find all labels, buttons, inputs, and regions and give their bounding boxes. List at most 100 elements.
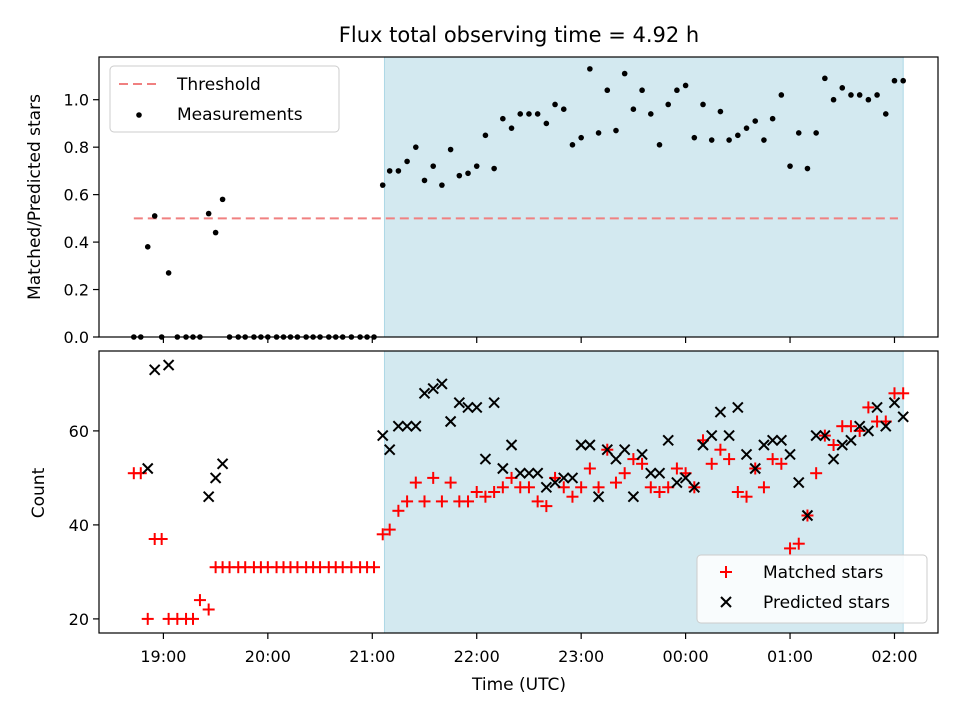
- measurement-point: [526, 111, 532, 117]
- x-axis-label: Time (UTC): [471, 675, 566, 695]
- measurement-point: [508, 125, 515, 131]
- measurement-point: [430, 163, 437, 169]
- measurement-point: [621, 70, 628, 77]
- predicted-star-point: [505, 439, 518, 451]
- matched-star-point: [731, 486, 744, 498]
- measurement-point: [165, 270, 172, 276]
- measurement-point: [674, 87, 680, 94]
- matched-star-point: [844, 420, 857, 433]
- predicted-star-point: [383, 443, 396, 456]
- predicted-star-point: [871, 401, 883, 414]
- measurement-point: [717, 108, 724, 115]
- x-tick-label: 19:00: [140, 647, 186, 666]
- predicted-star-point: [436, 378, 448, 390]
- predicted-star-point: [862, 425, 875, 437]
- predicted-star-point: [880, 420, 892, 432]
- y-tick-label: 60: [69, 422, 89, 441]
- predicted-star-point: [531, 467, 544, 479]
- x-tick-label: 21:00: [349, 647, 395, 666]
- measurement-point: [395, 168, 402, 174]
- measurement-point: [630, 106, 637, 113]
- measurement-point: [830, 96, 837, 103]
- matched-star-point: [435, 495, 448, 508]
- predicted-star-point: [706, 429, 718, 442]
- predicted-star-point: [714, 406, 727, 418]
- measurement-point: [839, 85, 846, 91]
- measurement-point: [848, 92, 854, 98]
- predicted-star-point: [427, 382, 439, 395]
- measurement-point: [212, 229, 219, 236]
- predicted-star-point: [488, 396, 500, 409]
- matched-star-point: [670, 462, 683, 475]
- measurement-point: [752, 118, 759, 124]
- measurement-point: [482, 132, 489, 139]
- measurement-point: [787, 163, 793, 169]
- measurement-point: [804, 165, 811, 172]
- matched-star-point: [757, 481, 770, 494]
- measurement-point: [882, 111, 889, 117]
- x-tick-label: 00:00: [663, 647, 709, 666]
- predicted-star-point: [653, 467, 666, 479]
- measurement-point: [856, 92, 863, 98]
- matched-star-point: [462, 495, 475, 508]
- predicted-star-point: [775, 434, 788, 447]
- matched-star-point: [740, 490, 753, 503]
- matched-star-point: [575, 481, 588, 494]
- matched-star-point: [392, 504, 405, 517]
- predicted-star-point: [142, 462, 154, 475]
- predicted-star-point: [610, 453, 622, 465]
- measurement-point: [205, 210, 212, 217]
- x-tick-label: 22:00: [454, 647, 500, 666]
- measurement-point: [891, 77, 898, 84]
- top-plot-frame: [98, 56, 939, 338]
- predicted-star-point: [697, 439, 709, 451]
- measurement-point: [578, 134, 584, 141]
- measurement-point: [151, 213, 158, 219]
- measurement-point: [639, 87, 645, 94]
- predicted-star-point: [566, 472, 579, 484]
- predicted-star-point: [888, 396, 901, 409]
- bottom-panel: 20 40 60 19:00 20:00 21:00 22:00 23:00 00:00 01:…: [29, 350, 939, 695]
- top-shaded-region: [383, 56, 904, 338]
- matched-star-point: [810, 467, 823, 480]
- matched-star-point: [784, 542, 797, 555]
- y-tick-label: 20: [69, 610, 89, 629]
- predicted-star-point: [453, 396, 466, 409]
- predicted-star-point: [549, 476, 561, 489]
- matched-star-point: [383, 523, 396, 536]
- matched-star-point: [531, 495, 544, 508]
- top-legend: Threshold Measurements: [109, 65, 340, 133]
- legend-matched-label: Matched stars: [763, 563, 883, 583]
- top-y-axis-label: Matched/Predicted stars: [25, 94, 45, 300]
- x-tick-label: 01:00: [767, 647, 813, 666]
- matched-star-point: [470, 486, 483, 498]
- matched-star-point: [202, 603, 215, 616]
- measurement-point: [534, 111, 541, 117]
- measurement-point: [735, 132, 741, 139]
- predicted-star-point: [377, 429, 389, 442]
- top-x-axis-ticks: [162, 337, 896, 343]
- matched-star-point: [714, 443, 727, 456]
- measurement-point: [404, 158, 410, 165]
- predicted-star-point: [392, 420, 405, 432]
- bottom-legend: Matched stars Predicted stars: [696, 554, 928, 624]
- matched-star-point: [522, 481, 535, 494]
- legend-measurements-swatch: [136, 112, 142, 118]
- predicted-star-point: [801, 509, 814, 522]
- measurement-point: [822, 75, 828, 82]
- measurement-point: [900, 77, 906, 84]
- matched-star-point: [653, 486, 666, 498]
- x-tick-label: 02:00: [871, 647, 917, 666]
- measurement-point: [552, 101, 558, 108]
- measurement-point: [439, 182, 445, 188]
- matched-star-point: [401, 495, 414, 508]
- predicted-star-point: [836, 439, 848, 451]
- predicted-star-point: [401, 420, 413, 432]
- measurement-point: [595, 130, 602, 136]
- predicted-star-point: [471, 401, 483, 414]
- matched-star-point: [566, 490, 579, 503]
- legend-measurements-label: Measurements: [177, 105, 303, 125]
- measurement-point: [604, 87, 611, 94]
- y-tick-label: 0.0: [64, 328, 89, 347]
